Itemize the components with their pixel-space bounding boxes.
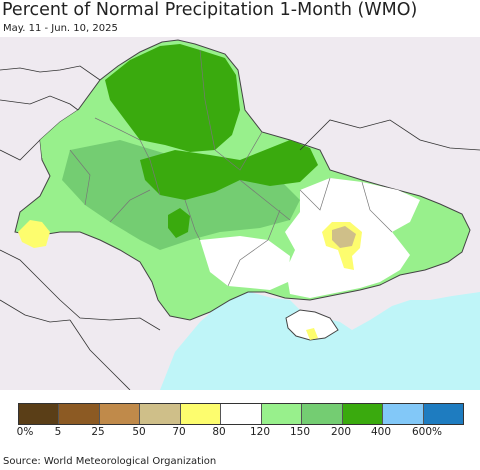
green-high-center [140,140,318,200]
legend-swatch-6 [261,404,303,424]
region-borders [69,49,393,287]
color-legend [18,403,464,425]
legend-tick-0: 0% [16,426,34,438]
normal-south [200,236,290,290]
legend-swatch-10 [423,404,463,424]
map-title: Percent of Normal Precipitation 1-Month … [2,0,418,20]
legend-tick-7: 150 [289,426,311,438]
legend-tick-4: 70 [172,426,186,438]
legend-tick-9: 400 [370,426,392,438]
very-dry-east [332,226,356,248]
legend-tick-1: 5 [54,426,62,438]
green-high-spot [168,208,190,238]
legend-swatch-5 [221,404,262,424]
crimea-dry [306,328,318,340]
sea-area [160,292,480,390]
legend-swatch-9 [383,404,424,424]
legend-swatch-1 [59,404,100,424]
legend-tick-5: 80 [212,426,226,438]
country-borders [0,65,480,390]
legend-tick-10: 600% [411,426,443,438]
legend-tick-6: 120 [249,426,271,438]
legend-swatch-8 [342,404,384,424]
crimea [285,309,339,341]
legend-swatch-2 [99,404,141,424]
precipitation-map [0,37,480,390]
legend-swatch-4 [180,404,222,424]
legend-tick-2: 25 [91,426,105,438]
legend-ticks: 0% 5 25 50 70 80 120 150 200 400 600% [0,426,480,440]
legend-tick-3: 50 [132,426,146,438]
source-note: Source: World Meteorological Organizatio… [3,456,217,467]
legend-swatch-7 [302,404,343,424]
dry-west [18,220,50,248]
legend-tick-8: 200 [330,426,352,438]
green-high-north [105,44,240,152]
green-light-west [40,110,95,160]
date-range: May. 11 - Jun. 10, 2025 [3,23,118,34]
legend-swatch-0 [19,404,60,424]
legend-swatch-3 [140,404,181,424]
